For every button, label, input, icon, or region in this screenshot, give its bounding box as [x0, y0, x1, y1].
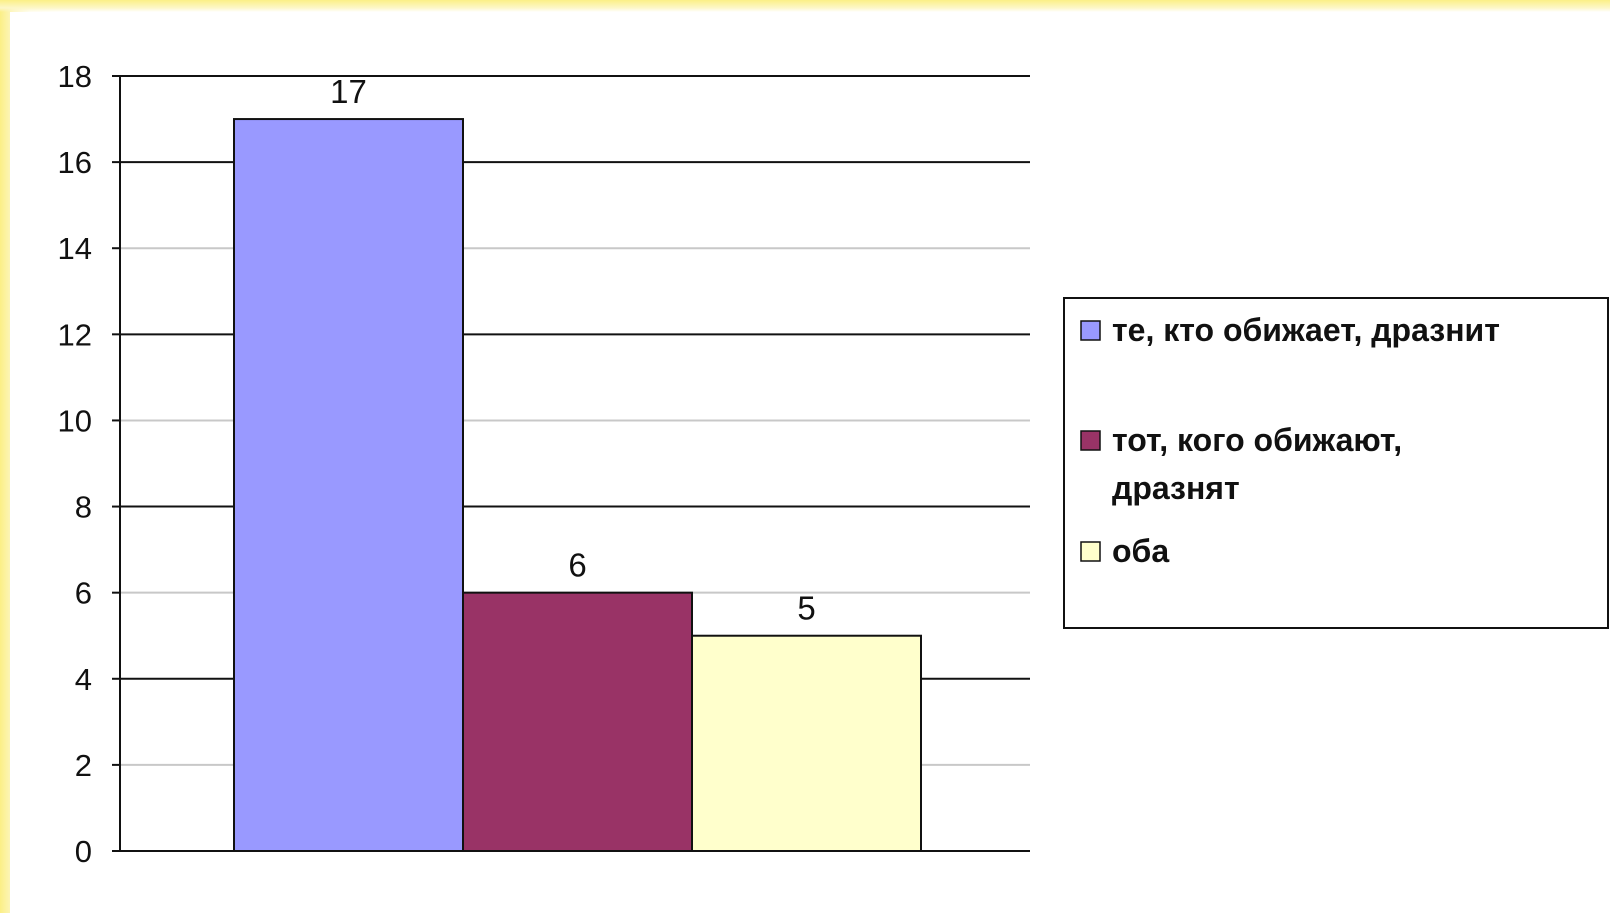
data-label-1: 17 — [330, 73, 367, 110]
legend-swatch-2 — [1080, 430, 1101, 451]
bar-2 — [462, 591, 693, 853]
y-tick-label-18: 18 — [58, 59, 92, 94]
y-tick-label-8: 8 — [75, 490, 92, 525]
y-tick-label-0: 0 — [75, 834, 92, 869]
y-tick-label-16: 16 — [58, 145, 92, 180]
y-tick-label-4: 4 — [75, 662, 92, 697]
legend-label-1: те, кто обижает, дразнит — [1112, 312, 1500, 348]
axes — [112, 75, 1030, 852]
legend-swatch-3 — [1080, 541, 1101, 562]
legend-label-2: тот, кого обижают, дразнят — [1112, 422, 1402, 506]
y-tick-label-10: 10 — [58, 403, 92, 438]
data-label-3: 5 — [797, 590, 815, 627]
legend-swatch-1 — [1080, 320, 1101, 341]
y-tick-label-2: 2 — [75, 748, 92, 783]
data-label-2: 6 — [568, 547, 586, 584]
bar-1 — [233, 118, 464, 853]
y-tick-label-14: 14 — [58, 231, 92, 266]
bars — [233, 118, 922, 853]
legend: те, кто обижает, дразнит тот, кого обижаю… — [1063, 297, 1609, 629]
slide-top-border — [0, 0, 1610, 12]
legend-label-3: оба — [1112, 533, 1169, 569]
y-tick-label-12: 12 — [58, 317, 92, 352]
y-tick-labels: 0 2 4 6 8 10 12 14 16 18 — [58, 59, 92, 869]
y-tick-label-6: 6 — [75, 576, 92, 611]
bar-3 — [691, 634, 922, 852]
legend-box — [1063, 297, 1609, 629]
